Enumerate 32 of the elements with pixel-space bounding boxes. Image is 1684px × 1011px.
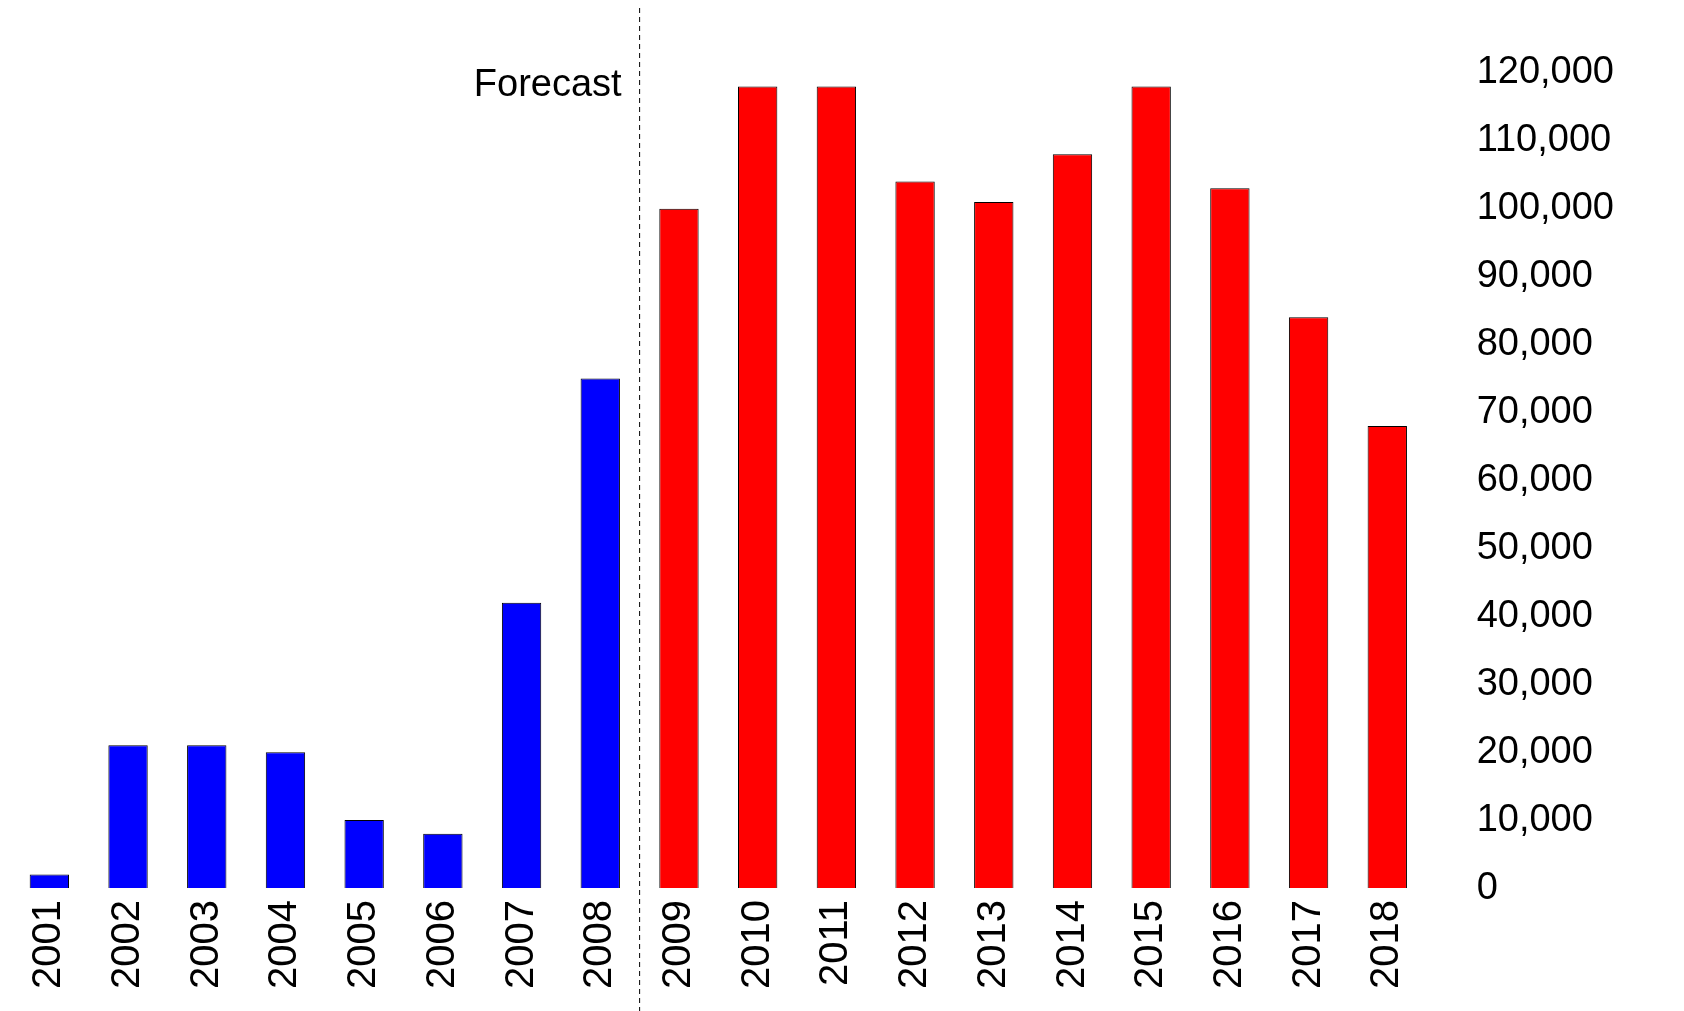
x-tick-label: 2005: [339, 900, 384, 989]
y-tick-label: 30,000: [1476, 660, 1593, 703]
x-tick-label: 2012: [890, 900, 935, 989]
x-tick-label: 2013: [968, 900, 1013, 989]
y-tick-label: 10,000: [1476, 796, 1593, 839]
y-tick-label: 60,000: [1476, 456, 1593, 499]
x-tick-label: 2004: [260, 900, 305, 989]
x-tick-label: 2014: [1047, 900, 1092, 989]
x-tick-label: 2003: [181, 900, 226, 989]
x-tick-label: 2008: [575, 900, 620, 989]
y-tick-label: 50,000: [1476, 524, 1593, 567]
x-tick-label: 2011: [811, 900, 856, 987]
y-tick-label: 90,000: [1476, 253, 1593, 296]
x-tick-label: 2016: [1204, 900, 1249, 989]
x-tick-label: 2002: [103, 900, 148, 989]
y-tick-label: 100,000: [1476, 185, 1615, 228]
y-tick-label: 80,000: [1476, 321, 1593, 364]
y-tick-label: 20,000: [1476, 728, 1593, 771]
x-tick-label: 2001: [24, 900, 69, 989]
x-tick-label: 2010: [732, 900, 777, 989]
x-tick-label: 2006: [417, 900, 462, 989]
y-tick-label: 70,000: [1476, 388, 1593, 431]
y-tick-label: 120,000: [1476, 49, 1615, 92]
x-tick-label: 2018: [1362, 900, 1407, 989]
x-tick-label: 2009: [654, 900, 698, 989]
x-tick-label: 2007: [496, 900, 541, 989]
annotation: Forecast: [473, 62, 623, 105]
y-tick-label: 0: [1476, 864, 1498, 907]
y-tick-label: 110,000: [1476, 117, 1612, 160]
x-tick-label: 2017: [1283, 900, 1328, 989]
x-tick-label: 2015: [1126, 900, 1171, 989]
y-tick-label: 40,000: [1476, 592, 1593, 635]
